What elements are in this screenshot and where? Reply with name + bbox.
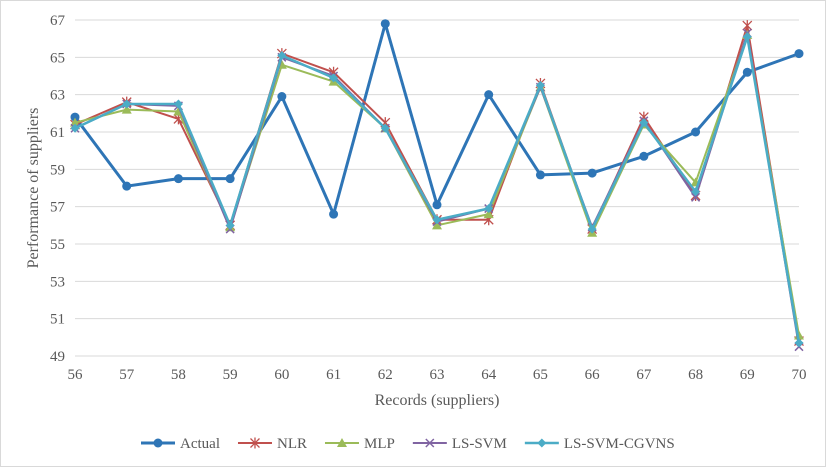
x-tick-label: 60 xyxy=(274,367,289,383)
data-point-marker xyxy=(225,174,235,184)
y-tick-label: 51 xyxy=(50,312,65,328)
y-tick-label: 53 xyxy=(50,274,65,290)
x-tick-label: 70 xyxy=(792,367,807,383)
x-tick-label: 64 xyxy=(481,367,497,383)
x-tick-label: 58 xyxy=(171,367,186,383)
x-axis-ticks: 56 57 58 59 60 61 62 63 64 65 66 67 68 69 70 xyxy=(68,367,807,383)
data-point-marker xyxy=(329,209,339,219)
data-point-marker xyxy=(691,187,701,197)
x-tick-label: 56 xyxy=(68,367,84,383)
data-point-marker xyxy=(70,117,80,127)
data-point-marker xyxy=(691,127,701,137)
y-tick-label: 57 xyxy=(50,200,66,216)
y-tick-label: 49 xyxy=(50,349,65,365)
data-point-marker xyxy=(153,438,163,448)
legend-item: MLP xyxy=(324,436,395,452)
legend-label: LS-SVM-CGVNS xyxy=(564,436,675,452)
data-point-marker xyxy=(742,20,753,32)
data-point-marker xyxy=(742,32,752,42)
data-point-marker xyxy=(329,73,339,83)
data-point-marker xyxy=(537,438,547,448)
data-point-marker xyxy=(380,19,390,29)
series-mlp xyxy=(70,29,804,340)
y-tick-label: 59 xyxy=(50,162,65,178)
y-axis-label: Performance of suppliers xyxy=(25,108,42,269)
x-tick-label: 69 xyxy=(740,367,755,383)
data-point-marker xyxy=(225,220,235,230)
data-point-marker xyxy=(425,438,435,448)
data-point-marker xyxy=(336,438,347,447)
data-point-marker xyxy=(173,99,183,109)
data-point-marker xyxy=(742,67,752,77)
x-axis-label: Records (suppliers) xyxy=(375,392,500,409)
data-point-marker xyxy=(250,437,260,449)
x-tick-label: 67 xyxy=(636,367,652,383)
x-tick-label: 61 xyxy=(326,367,341,383)
data-point-marker xyxy=(122,99,132,109)
data-point-marker xyxy=(70,112,80,122)
data-point-marker xyxy=(121,104,132,114)
data-point-marker xyxy=(432,215,442,225)
y-tick-label: 55 xyxy=(50,237,65,253)
data-point-marker xyxy=(173,174,183,184)
x-tick-label: 62 xyxy=(378,367,393,383)
legend-item: NLR xyxy=(237,436,307,452)
data-point-marker xyxy=(794,338,804,348)
data-point-marker xyxy=(380,123,390,133)
data-point-marker xyxy=(484,204,494,214)
data-point-marker xyxy=(587,224,597,234)
legend-label: LS-SVM xyxy=(452,436,507,452)
series-ls-svm-cgvns xyxy=(70,32,804,348)
y-axis-ticks: 49 51 53 55 57 59 61 63 65 67 xyxy=(50,13,66,365)
data-point-marker xyxy=(535,80,545,90)
data-point-marker xyxy=(70,123,80,133)
data-point-marker xyxy=(277,92,287,102)
data-point-marker xyxy=(794,49,804,59)
data-point-marker xyxy=(484,90,494,100)
legend-label: MLP xyxy=(364,436,395,452)
legend-item: Actual xyxy=(141,436,220,452)
data-point-marker xyxy=(432,200,442,210)
y-tick-label: 63 xyxy=(50,88,65,104)
legend-label: Actual xyxy=(180,436,220,452)
data-point-marker xyxy=(277,50,287,60)
legend-item: LS-SVM-CGVNS xyxy=(524,436,675,452)
data-point-marker xyxy=(639,151,649,161)
data-point-marker xyxy=(639,118,649,128)
legend-item: LS-SVM xyxy=(412,436,507,452)
y-tick-label: 67 xyxy=(50,13,66,29)
data-point-marker xyxy=(483,209,494,219)
data-point-marker xyxy=(122,181,132,191)
data-point-marker xyxy=(432,220,442,230)
data-point-marker xyxy=(691,192,701,202)
x-tick-label: 57 xyxy=(119,367,135,383)
y-tick-label: 65 xyxy=(50,50,65,66)
legend-label: NLR xyxy=(277,436,307,452)
x-tick-label: 66 xyxy=(585,367,601,383)
data-point-marker xyxy=(587,168,597,178)
series-lines xyxy=(70,19,804,352)
series-line xyxy=(74,32,800,347)
series-actual xyxy=(70,19,804,219)
x-tick-label: 63 xyxy=(430,367,445,383)
x-tick-label: 59 xyxy=(223,367,238,383)
y-tick-label: 61 xyxy=(50,125,65,141)
data-point-marker xyxy=(535,170,545,180)
x-tick-label: 68 xyxy=(688,367,703,383)
x-tick-label: 65 xyxy=(533,367,548,383)
legend: Actual NLR MLP LS-SVM LS-SVM-CGVNS xyxy=(141,436,675,452)
